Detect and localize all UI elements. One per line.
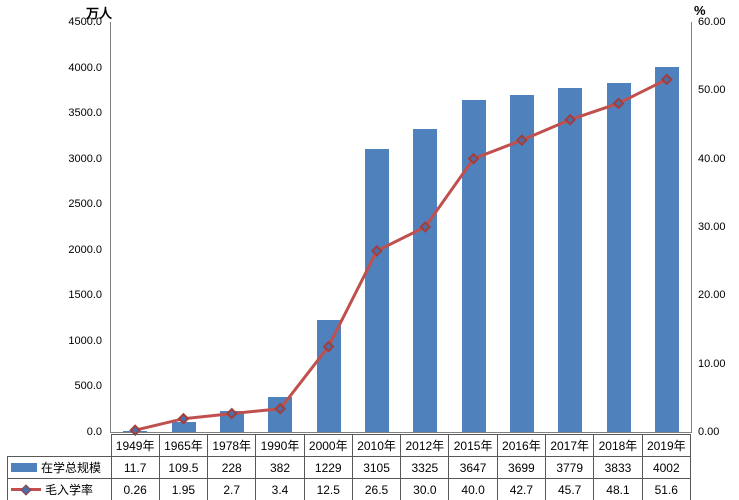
right-axis-tick-label: 0.00 xyxy=(698,426,720,438)
table-value-cell: 4002 xyxy=(641,456,692,479)
bar-1965年 xyxy=(171,422,196,432)
left-axis-tick-label: 4500.0 xyxy=(68,16,102,28)
bar-2017年 xyxy=(558,87,583,432)
table-year-header: 2012年 xyxy=(400,434,450,457)
table-year-header: 2015年 xyxy=(448,434,498,457)
bar-legend-key-icon xyxy=(11,463,37,472)
bar-2010年 xyxy=(364,149,389,432)
legend-item-bars: 在学总规模 xyxy=(7,456,112,479)
left-axis-tick-label: 4000.0 xyxy=(68,61,102,74)
left-axis-tick-label: 1000.0 xyxy=(68,334,102,347)
line-marker-1990年 xyxy=(274,402,287,415)
table-value-cell: 12.5 xyxy=(303,478,353,500)
table-year-header: 2017年 xyxy=(545,434,595,457)
right-axis-tick-label: 50.00 xyxy=(698,84,726,97)
line-marker-2012年 xyxy=(419,221,432,233)
line-series-layer xyxy=(129,73,673,437)
table-year-header: 1965年 xyxy=(158,434,209,457)
line-marker-2015年 xyxy=(467,152,480,165)
plot-area xyxy=(110,22,692,437)
table-year-header: 2019年 xyxy=(641,434,692,457)
table-corner-cell xyxy=(7,434,112,457)
table-value-cell: 26.5 xyxy=(351,478,402,500)
right-axis-tick-label: 20.00 xyxy=(698,289,726,302)
left-axis-tick-label: 1500.0 xyxy=(68,289,102,302)
table-year-header: 1949年 xyxy=(110,434,160,457)
table-value-cell: 3779 xyxy=(545,456,595,479)
table-value-cell: 1.95 xyxy=(158,478,209,500)
table-value-cell: 3105 xyxy=(351,456,402,479)
line-marker-2000年 xyxy=(322,340,335,353)
left-axis-tick-label: 2000.0 xyxy=(68,243,102,256)
table-value-cell: 3699 xyxy=(496,456,547,479)
line-legend-key-icon xyxy=(11,483,41,496)
table-value-cell: 109.5 xyxy=(158,456,209,479)
table-value-cell: 228 xyxy=(207,456,257,479)
left-axis-tick-label: 3500.0 xyxy=(68,107,102,120)
table-year-header: 1978年 xyxy=(207,434,257,457)
table-value-cell: 3.4 xyxy=(255,478,305,500)
table-value-cell: 3833 xyxy=(593,456,643,479)
bar-2000年 xyxy=(316,320,341,432)
table-year-header: 1990年 xyxy=(255,434,305,457)
table-value-cell: 42.7 xyxy=(496,478,547,500)
bar-2019年 xyxy=(654,67,679,432)
table-value-cell: 1229 xyxy=(303,456,353,479)
table-value-cell: 40.0 xyxy=(448,478,498,500)
left-axis-tick-label: 500.0 xyxy=(74,380,102,393)
rate-line xyxy=(134,78,668,432)
table-year-header: 2000年 xyxy=(303,434,353,457)
line-marker-1978年 xyxy=(225,407,238,420)
line-marker-2016年 xyxy=(515,134,528,147)
table-value-cell: 3647 xyxy=(448,456,498,479)
table-value-cell: 30.0 xyxy=(400,478,450,500)
right-axis-tick-label: 10.00 xyxy=(698,357,726,370)
table-value-cell: 45.7 xyxy=(545,478,595,500)
table-value-cell: 0.26 xyxy=(110,478,160,500)
left-axis-tick-label: 3000.0 xyxy=(68,152,102,165)
right-axis-tick-label: 30.00 xyxy=(698,221,726,233)
legend-item-line: 毛入学率 xyxy=(7,478,112,500)
line-marker-2019年 xyxy=(660,73,673,86)
bar-2018年 xyxy=(606,82,631,432)
right-axis-tick-label: 60.00 xyxy=(698,16,726,28)
bar-2016年 xyxy=(509,94,534,432)
bar-2012年 xyxy=(413,129,438,432)
left-axis-tick-label: 2500.0 xyxy=(68,198,102,211)
line-marker-2018年 xyxy=(612,97,625,110)
table-value-cell: 3325 xyxy=(400,456,450,479)
table-year-header: 2016年 xyxy=(496,434,547,457)
data-table: 1949年 1965年 1978年 1990年 2000年 2010年 2012年 2015年… xyxy=(7,434,692,500)
right-axis-tick-label: 40.00 xyxy=(698,152,726,165)
line-marker-2017年 xyxy=(564,113,577,126)
table-value-cell: 11.7 xyxy=(110,456,160,479)
table-value-cell: 48.1 xyxy=(593,478,643,500)
right-axis-title: % xyxy=(694,3,706,18)
left-axis-title: 万人 xyxy=(85,6,112,21)
legend-label: 在学总规模 xyxy=(41,461,102,475)
legend-label: 毛入学率 xyxy=(45,483,94,497)
line-marker-1965年 xyxy=(177,412,190,425)
table-value-cell: 382 xyxy=(255,456,305,479)
table-year-header: 2010年 xyxy=(351,434,402,457)
bar-1978年 xyxy=(219,411,244,432)
table-value-cell: 2.7 xyxy=(207,478,257,500)
line-marker-2010年 xyxy=(370,245,383,257)
table-value-cell: 51.6 xyxy=(641,478,692,500)
table-year-header: 2018年 xyxy=(593,434,643,457)
